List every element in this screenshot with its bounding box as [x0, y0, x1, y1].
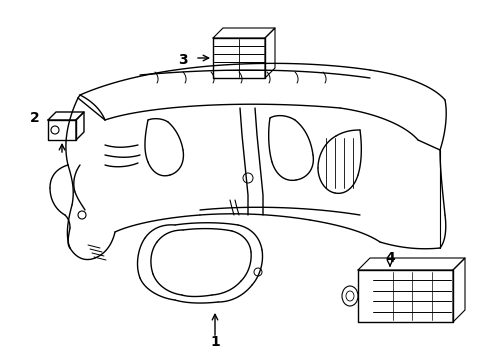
- Text: 4: 4: [385, 251, 394, 265]
- Text: 2: 2: [30, 111, 40, 125]
- Text: 3: 3: [178, 53, 187, 67]
- Text: 1: 1: [210, 335, 220, 349]
